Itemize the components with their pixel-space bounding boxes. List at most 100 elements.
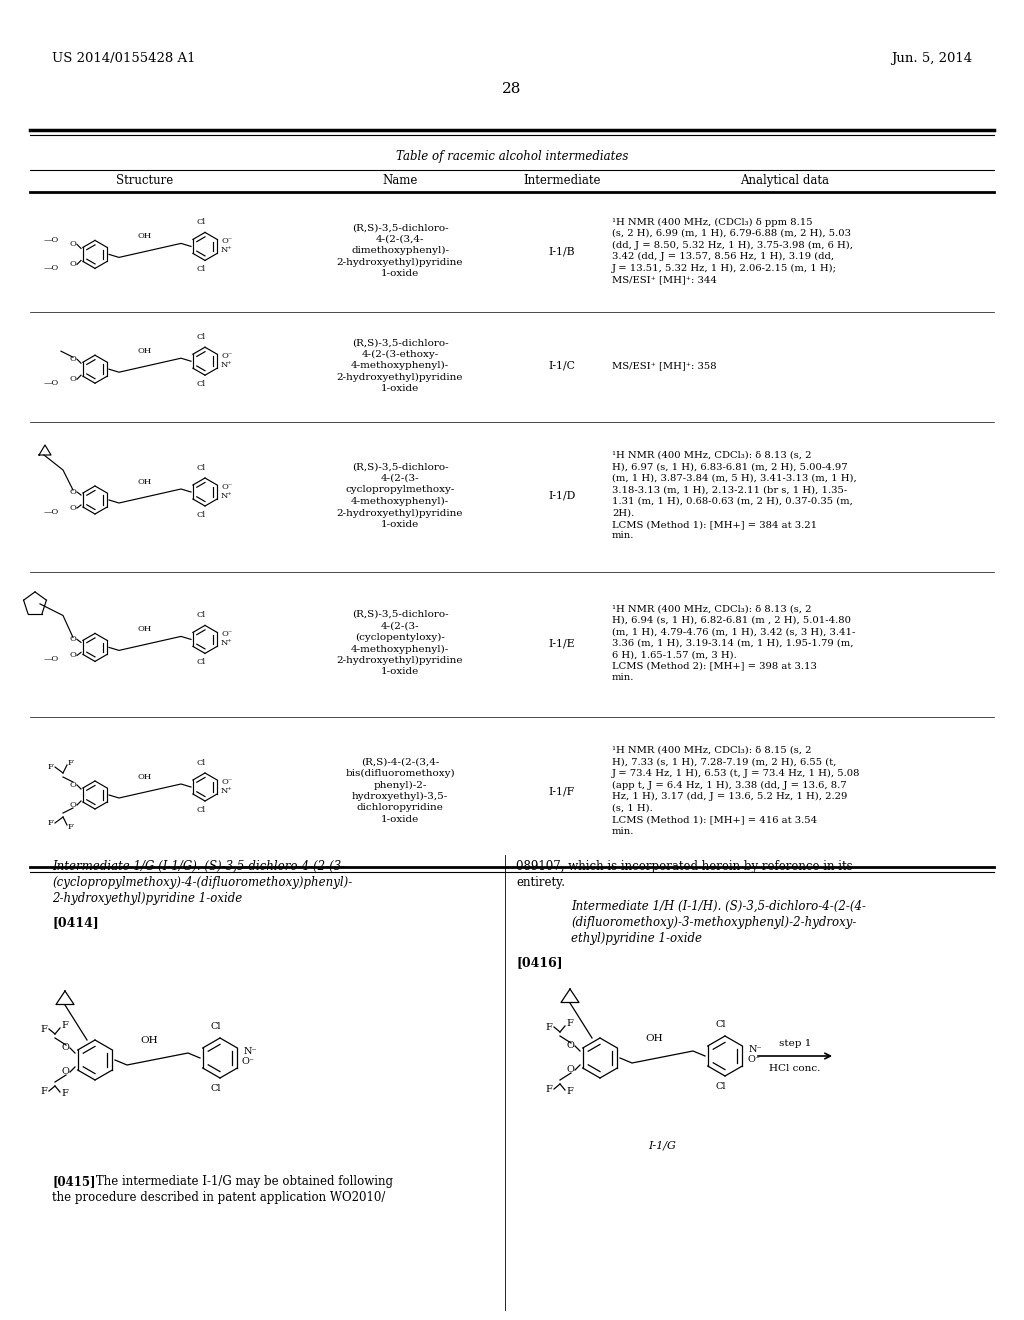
Text: 28: 28	[503, 82, 521, 96]
Text: N⁺: N⁺	[221, 492, 232, 500]
Text: N⁺: N⁺	[221, 247, 232, 255]
Text: I-1/D: I-1/D	[548, 491, 575, 502]
Text: Cl: Cl	[197, 659, 206, 667]
Text: [0415]: [0415]	[52, 1175, 95, 1188]
Text: I-1/G: I-1/G	[648, 1140, 677, 1150]
Text: LCMS (Method 1): [MH+] = 416 at 3.54: LCMS (Method 1): [MH+] = 416 at 3.54	[612, 814, 817, 824]
Text: Name: Name	[382, 174, 418, 187]
Text: (s, 1 H).: (s, 1 H).	[612, 804, 652, 813]
Text: 089107, which is incorporated herein by reference in its: 089107, which is incorporated herein by …	[516, 861, 853, 873]
Text: O: O	[70, 635, 76, 643]
Text: Cl: Cl	[197, 807, 206, 814]
Text: OH: OH	[138, 626, 153, 634]
Text: Cl: Cl	[211, 1022, 221, 1031]
Text: F: F	[566, 1019, 572, 1028]
Text: ¹H NMR (400 MHz, (CDCl₃) δ ppm 8.15: ¹H NMR (400 MHz, (CDCl₃) δ ppm 8.15	[612, 218, 813, 227]
Text: US 2014/0155428 A1: US 2014/0155428 A1	[52, 51, 196, 65]
Text: 4-methoxyphenyl)-: 4-methoxyphenyl)-	[351, 362, 450, 371]
Text: 3.36 (m, 1 H), 3.19-3.14 (m, 1 H), 1.95-1.79 (m,: 3.36 (m, 1 H), 3.19-3.14 (m, 1 H), 1.95-…	[612, 639, 853, 648]
Text: F: F	[40, 1086, 47, 1096]
Text: ¹H NMR (400 MHz, CDCl₃): δ 8.13 (s, 2: ¹H NMR (400 MHz, CDCl₃): δ 8.13 (s, 2	[612, 451, 811, 459]
Text: [0416]: [0416]	[516, 956, 562, 969]
Text: J = 13.51, 5.32 Hz, 1 H), 2.06-2.15 (m, 1 H);: J = 13.51, 5.32 Hz, 1 H), 2.06-2.15 (m, …	[612, 264, 837, 273]
Text: (R,S)-3,5-dichloro-: (R,S)-3,5-dichloro-	[351, 338, 449, 347]
Text: The intermediate I-1/G may be obtained following: The intermediate I-1/G may be obtained f…	[90, 1175, 393, 1188]
Text: Cl: Cl	[211, 1084, 221, 1093]
Text: 1-oxide: 1-oxide	[381, 814, 419, 824]
Text: (dd, J = 8.50, 5.32 Hz, 1 H), 3.75-3.98 (m, 6 H),: (dd, J = 8.50, 5.32 Hz, 1 H), 3.75-3.98 …	[612, 240, 853, 249]
Text: [0414]: [0414]	[52, 916, 98, 929]
Text: (cyclopentyloxy)-: (cyclopentyloxy)-	[355, 634, 445, 642]
Text: OH: OH	[138, 478, 153, 486]
Text: LCMS (Method 1): [MH+] = 384 at 3.21: LCMS (Method 1): [MH+] = 384 at 3.21	[612, 520, 817, 529]
Text: —O: —O	[44, 508, 59, 516]
Text: O: O	[70, 355, 76, 363]
Text: ethyl)pyridine 1-oxide: ethyl)pyridine 1-oxide	[571, 932, 702, 945]
Text: —O: —O	[44, 236, 59, 244]
Text: 2-hydroxyethyl)pyridine: 2-hydroxyethyl)pyridine	[337, 372, 463, 381]
Text: —O: —O	[44, 656, 59, 664]
Text: Cl: Cl	[197, 218, 206, 227]
Text: ¹H NMR (400 MHz, CDCl₃): δ 8.15 (s, 2: ¹H NMR (400 MHz, CDCl₃): δ 8.15 (s, 2	[612, 746, 811, 755]
Text: (m, 1 H), 3.87-3.84 (m, 5 H), 3.41-3.13 (m, 1 H),: (m, 1 H), 3.87-3.84 (m, 5 H), 3.41-3.13 …	[612, 474, 857, 483]
Text: Table of racemic alcohol intermediates: Table of racemic alcohol intermediates	[396, 150, 628, 162]
Text: O: O	[61, 1044, 69, 1052]
Text: 4-methoxyphenyl)-: 4-methoxyphenyl)-	[351, 498, 450, 506]
Text: 2-hydroxyethyl)pyridine: 2-hydroxyethyl)pyridine	[337, 257, 463, 267]
Text: Cl: Cl	[197, 465, 206, 473]
Text: O⁻: O⁻	[222, 238, 233, 246]
Text: O: O	[566, 1065, 574, 1074]
Text: Cl: Cl	[197, 265, 206, 273]
Text: O: O	[61, 1068, 69, 1077]
Text: 2-hydroxyethyl)pyridine: 2-hydroxyethyl)pyridine	[337, 656, 463, 665]
Text: ¹H NMR (400 MHz, CDCl₃): δ 8.13 (s, 2: ¹H NMR (400 MHz, CDCl₃): δ 8.13 (s, 2	[612, 605, 811, 614]
Text: phenyl)-2-: phenyl)-2-	[374, 780, 427, 789]
Text: I-1/F: I-1/F	[549, 785, 575, 796]
Text: O: O	[70, 488, 76, 496]
Text: F: F	[61, 1089, 68, 1098]
Text: N⁺: N⁺	[221, 639, 232, 647]
Text: F: F	[545, 1085, 552, 1093]
Text: Analytical data: Analytical data	[740, 174, 829, 187]
Text: 4-(2-(3,4-: 4-(2-(3,4-	[376, 235, 424, 244]
Text: step 1: step 1	[779, 1039, 811, 1048]
Text: F: F	[68, 822, 74, 832]
Text: F: F	[61, 1022, 68, 1031]
Text: dichloropyridine: dichloropyridine	[356, 804, 443, 813]
Text: Structure: Structure	[117, 174, 174, 187]
Text: O: O	[70, 801, 76, 809]
Text: N⁺: N⁺	[221, 787, 232, 795]
Text: 1-oxide: 1-oxide	[381, 269, 419, 279]
Text: 2-hydroxyethyl)pyridine: 2-hydroxyethyl)pyridine	[337, 508, 463, 517]
Text: MS/ESI⁺ [MH]⁺: 358: MS/ESI⁺ [MH]⁺: 358	[612, 362, 717, 370]
Text: (R,S)-3,5-dichloro-: (R,S)-3,5-dichloro-	[351, 462, 449, 471]
Text: HCl conc.: HCl conc.	[769, 1064, 820, 1073]
Text: —O: —O	[44, 379, 59, 387]
Text: N⁻: N⁻	[749, 1045, 763, 1055]
Text: O⁻: O⁻	[222, 631, 233, 639]
Text: OH: OH	[646, 1034, 664, 1043]
Text: I-1/B: I-1/B	[549, 246, 575, 256]
Text: O: O	[70, 260, 76, 268]
Text: min.: min.	[612, 826, 635, 836]
Text: F: F	[545, 1023, 552, 1031]
Text: I-1/C: I-1/C	[549, 360, 575, 371]
Text: Intermediate 1/G (I-1/G). (S)-3,5-dichloro-4-(2-(3-: Intermediate 1/G (I-1/G). (S)-3,5-dichlo…	[52, 861, 345, 873]
Text: 3.18-3.13 (m, 1 H), 2.13-2.11 (br s, 1 H), 1.35-: 3.18-3.13 (m, 1 H), 2.13-2.11 (br s, 1 H…	[612, 486, 847, 495]
Text: F: F	[566, 1088, 572, 1097]
Text: F: F	[47, 818, 53, 828]
Text: 3.42 (dd, J = 13.57, 8.56 Hz, 1 H), 3.19 (dd,: 3.42 (dd, J = 13.57, 8.56 Hz, 1 H), 3.19…	[612, 252, 835, 261]
Text: (R,S)-3,5-dichloro-: (R,S)-3,5-dichloro-	[351, 223, 449, 232]
Text: OH: OH	[138, 347, 153, 355]
Text: min.: min.	[612, 673, 635, 682]
Text: Cl: Cl	[197, 333, 206, 341]
Text: F: F	[68, 759, 74, 767]
Text: Cl: Cl	[197, 611, 206, 619]
Text: OH: OH	[140, 1036, 159, 1045]
Text: Cl: Cl	[716, 1020, 726, 1030]
Text: Cl: Cl	[716, 1082, 726, 1092]
Text: entirety.: entirety.	[516, 876, 565, 888]
Text: N⁺: N⁺	[221, 362, 232, 370]
Text: Cl: Cl	[197, 380, 206, 388]
Text: 2-hydroxyethyl)pyridine 1-oxide: 2-hydroxyethyl)pyridine 1-oxide	[52, 892, 243, 906]
